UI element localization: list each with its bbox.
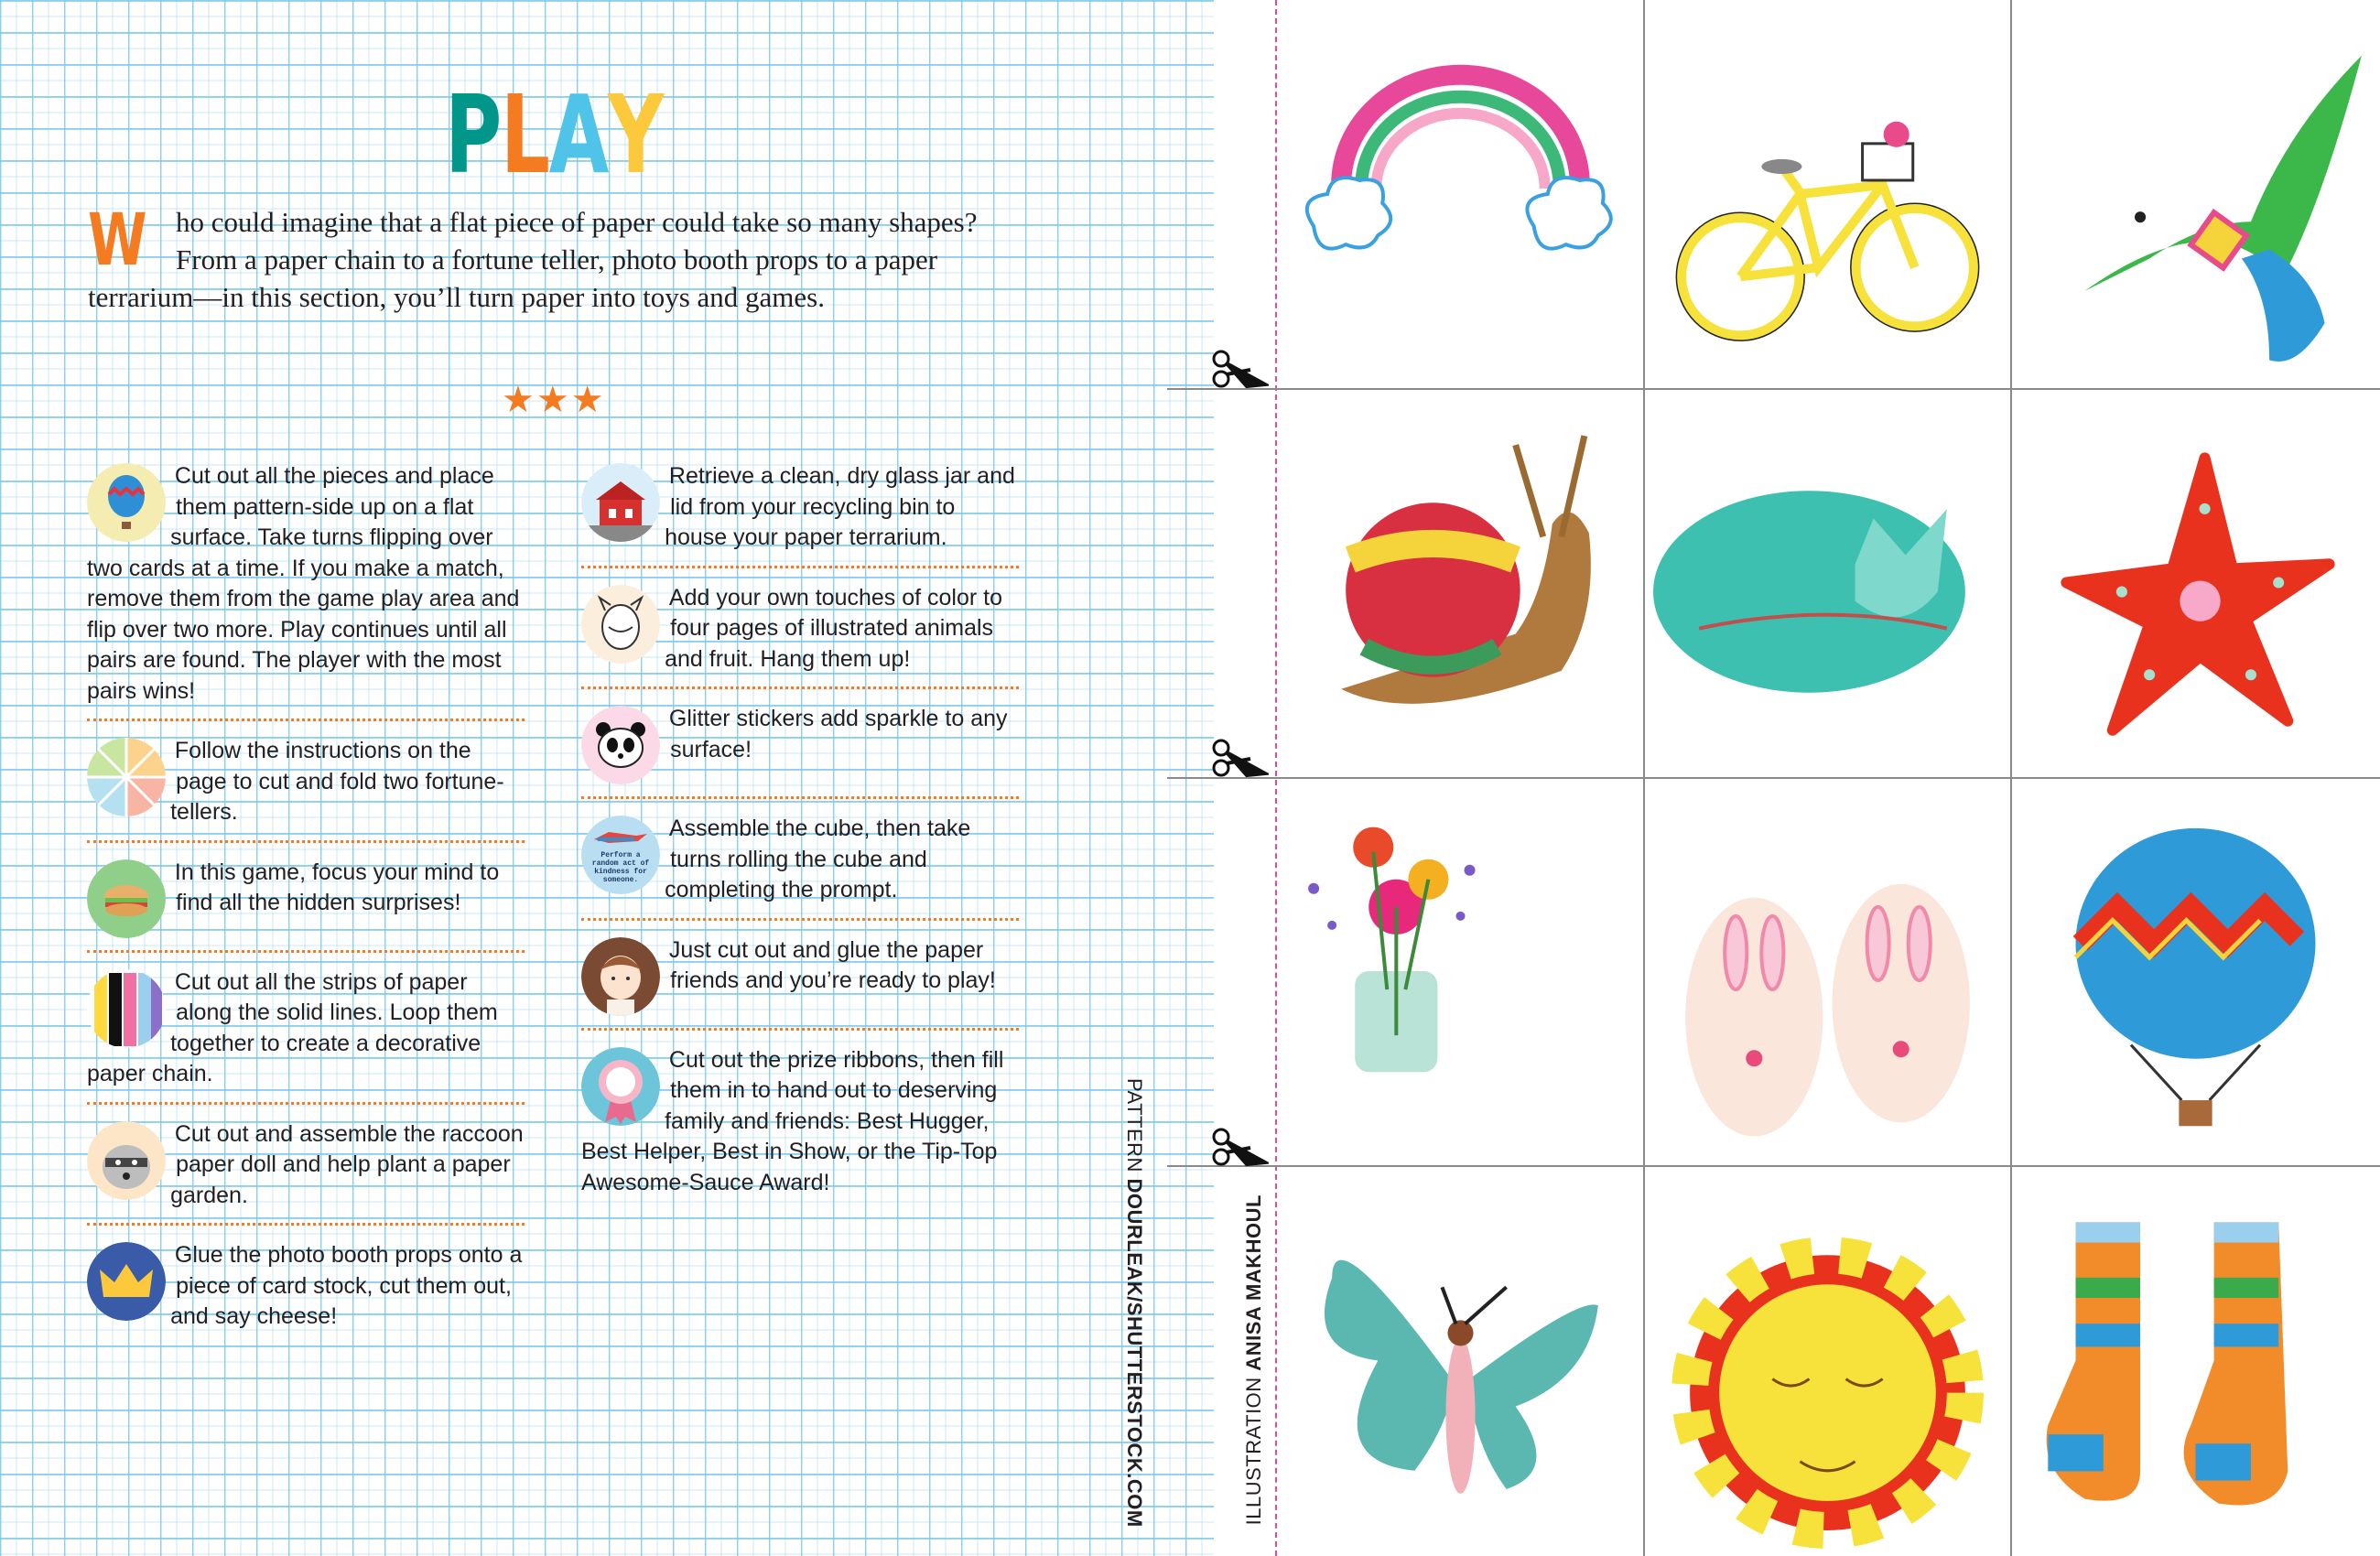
memory-card-bunny-slippers [1644,777,2011,1165]
snail-illustration [1341,435,1591,704]
activity-item: Retrieve a clean, dry glass jar and lid … [581,461,1019,568]
intro-paragraph: W ho could imagine that a flat piece of … [88,203,1003,316]
sandwich-icon [87,859,166,938]
animal-coloring-icon [581,584,660,664]
activity-description: Just cut out and glue the paper friends … [668,936,996,994]
activity-description: In this game, focus your mind to find al… [174,859,500,916]
starfish-illustration [2061,452,2335,736]
butterfly-illustration [1324,1259,1598,1494]
memory-card-flower-jar [1277,777,1644,1165]
activity-description: Assemble the cube, then take turns rolli… [665,816,971,902]
cut-line-horizontal [1167,777,2380,779]
activity-description: Cut out all the pieces and place them pa… [87,463,520,704]
activity-item: Follow the instructions on the page to c… [87,736,525,843]
illustration-name: ANISA MAKHOUL [1242,1194,1265,1371]
activity-item: Perform a random act of kindness for someon… [581,814,1019,921]
raccoon-icon [87,1120,166,1200]
superhero-cube-icon: Perform a random act of kindness for someon… [581,816,660,894]
grid-paper-page: PLAY W ho could imagine that a flat piec… [0,0,1214,1556]
bunny-slippers-illustration [1685,883,1970,1137]
memory-card-socks [2011,1165,2380,1556]
terrarium-house-icon [581,463,660,542]
activity-description: Retrieve a clean, dry glass jar and lid … [665,463,1015,550]
paper-strips-icon [87,968,166,1048]
activity-item: In this game, focus your mind to find al… [87,858,525,953]
activity-item: Glue the photo booth props onto a piece … [87,1240,525,1345]
scissors-icon [1212,1128,1269,1167]
memory-card-butterfly [1277,1165,1644,1556]
memory-card-hot-air-balloon [2011,777,2380,1165]
sleeping-cat-illustration [1653,491,1965,693]
memory-card-grid [1277,0,2380,1556]
illustration-label: ILLUSTRATION [1242,1370,1265,1526]
activity-item: Just cut out and glue the paper friends … [581,935,1019,1031]
memory-card-rainbow [1277,0,1644,388]
scissors-icon [1212,739,1269,778]
svg-text:kindness for: kindness for [594,868,647,876]
title-letter: A [548,71,610,198]
activity-description: Glitter stickers add sparkle to any surf… [668,706,1008,762]
activity-item: Cut out the prize ribbons, then fill the… [581,1045,1019,1211]
activity-description: Add your own touches of color to four pa… [665,584,1003,672]
activity-description: Follow the instructions on the page to c… [170,738,504,825]
activity-item: Glitter stickers add sparkle to any surf… [581,704,1019,799]
activity-column-right: Retrieve a clean, dry glass jar and lid … [581,461,1019,1225]
sun-illustration [1671,1237,1984,1550]
memory-card-snail [1277,388,1644,777]
title-letter: L [500,71,550,198]
bird-illustration [2084,55,2362,362]
flower-jar-illustration [1308,827,1476,1073]
memory-card-bicycle [1644,0,2011,388]
activity-item: Cut out all the pieces and place them pa… [87,461,525,721]
hot-air-balloon-illustration [2072,827,2316,1127]
activity-item: Cut out all the strips of paper along th… [87,967,525,1105]
bicycle-illustration [1675,121,1980,341]
pattern-credit: PATTERN DOURLEAK/SHUTTERSTOCK.COM [1122,1078,1146,1528]
scissors-icon [1212,350,1269,389]
star-divider: ★★★ [502,380,606,420]
title-letter: P [445,71,502,198]
memory-card-sleeping-cat [1644,388,2011,777]
fortune-teller-icon [87,738,166,816]
cut-line-horizontal [1167,388,2380,390]
svg-text:someone.: someone. [603,876,638,884]
activity-description: Cut out all the strips of paper along th… [87,968,498,1087]
cut-line-horizontal [1167,1165,2380,1167]
memory-card-bird [2011,0,2380,388]
paper-friend-icon [581,936,660,1016]
hot-air-balloon-icon [87,463,166,542]
socks-illustration [2046,1222,2288,1506]
prize-ribbon-icon [581,1046,660,1126]
page-title: PLAY [155,81,952,189]
activity-item: Add your own touches of color to four pa… [581,583,1019,689]
activity-item: Cut out and assemble the raccoon paper d… [87,1119,525,1226]
intro-text: ho could imagine that a flat piece of pa… [88,206,978,313]
memory-card-starfish [2011,388,2380,777]
activity-description: Cut out the prize ribbons, then fill the… [581,1046,1004,1195]
svg-text:Perform a: Perform a [600,851,640,859]
panda-icon [581,706,660,784]
crown-icon [87,1242,166,1321]
activity-column-left: Cut out all the pieces and place them pa… [87,461,525,1359]
activity-description: Glue the photo booth props onto a piece … [170,1242,523,1329]
pattern-label: PATTERN [1123,1078,1146,1179]
memory-card-sun [1644,1165,2011,1556]
drop-cap: W [88,200,147,282]
rainbow-illustration [1304,64,1613,251]
activity-description: Cut out and assemble the raccoon paper d… [170,1120,524,1208]
svg-text:random act of: random act of [592,859,650,868]
pattern-name: DOURLEAK/SHUTTERSTOCK.COM [1123,1178,1146,1528]
illustration-credit: ILLUSTRATION ANISA MAKHOUL [1242,1194,1266,1525]
title-letter: Y [607,71,665,198]
